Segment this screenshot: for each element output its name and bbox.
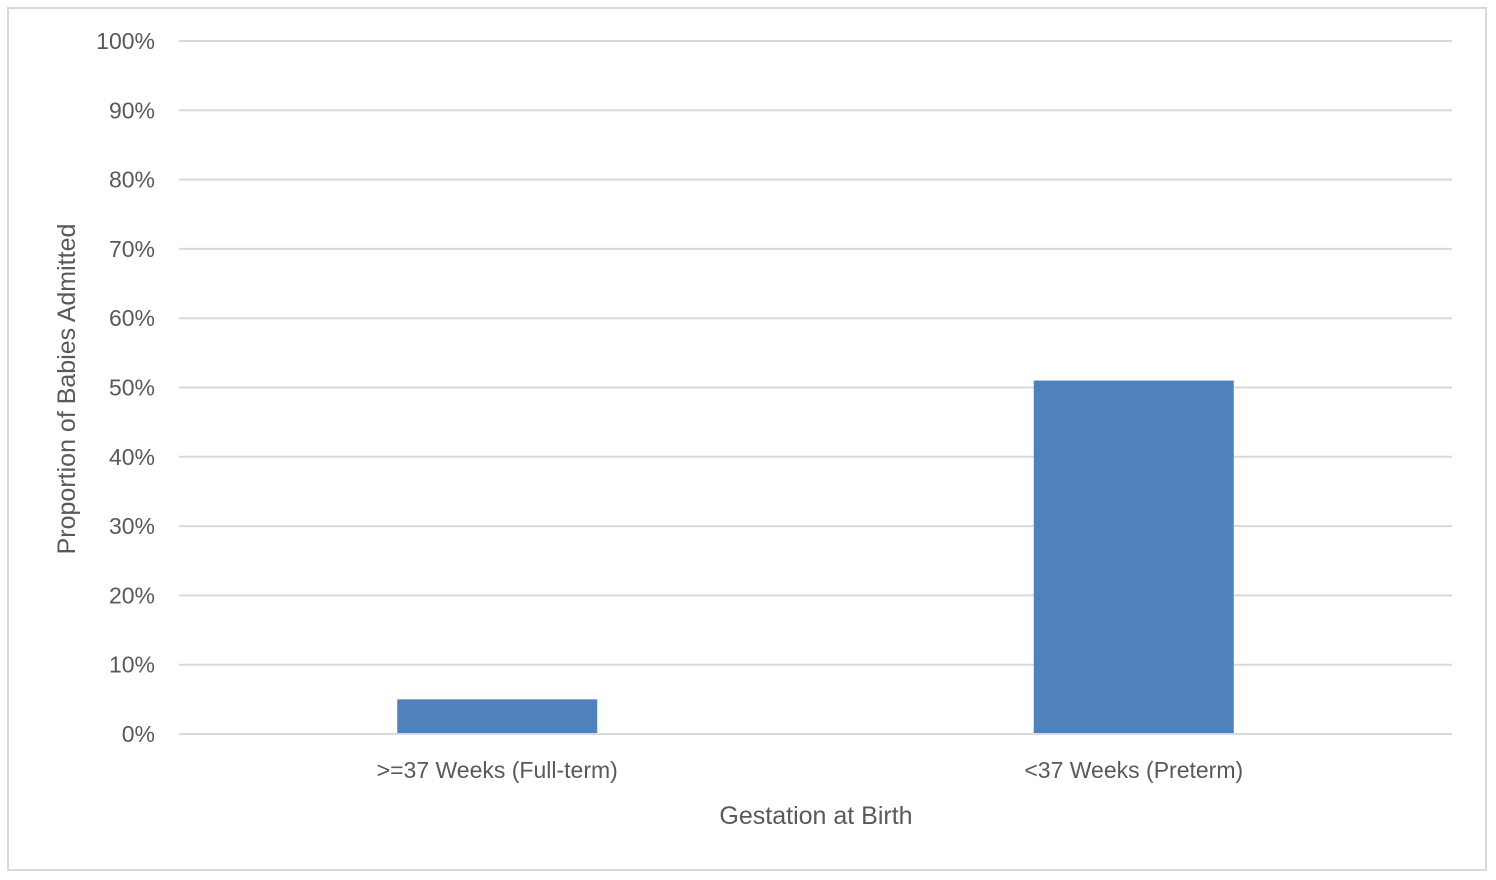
x-tick-label: <37 Weeks (Preterm) (1024, 757, 1243, 783)
bars (397, 380, 1234, 733)
y-tick-label: 30% (109, 513, 155, 539)
y-tick-label: 10% (109, 652, 155, 678)
y-axis-tick-labels: 0% 10% 20% 30% 40% 50% 60% 70% 80% 90% 100% (96, 28, 155, 747)
bar (397, 699, 598, 733)
y-tick-label: 50% (109, 375, 155, 401)
x-tick-label: >=37 Weeks (Full-term) (377, 757, 618, 783)
y-tick-label: 80% (109, 167, 155, 193)
y-tick-label: 20% (109, 582, 155, 608)
y-tick-label: 90% (109, 97, 155, 123)
y-tick-label: 40% (109, 444, 155, 470)
x-axis-title: Gestation at Birth (719, 802, 912, 830)
gridlines (179, 40, 1452, 735)
y-tick-label: 60% (109, 305, 155, 331)
y-axis-title: Proportion of Babies Admitted (53, 224, 81, 555)
bar (1033, 380, 1234, 733)
y-tick-label: 100% (96, 28, 155, 54)
chart-frame (7, 7, 1487, 871)
y-tick-label: 70% (109, 236, 155, 262)
x-axis-tick-labels: >=37 Weeks (Full-term) <37 Weeks (Preterm… (377, 757, 1243, 783)
y-tick-label: 0% (122, 721, 155, 747)
